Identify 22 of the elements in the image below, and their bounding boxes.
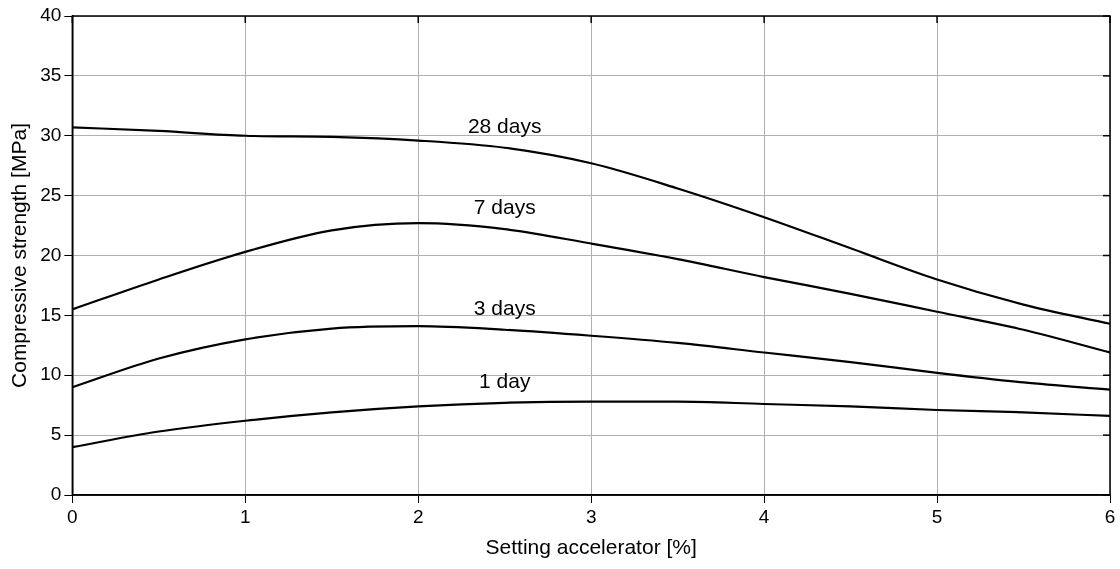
y-tick-label: 30 [40, 123, 62, 145]
x-tick-label: 0 [67, 505, 78, 527]
series-label: 3 days [473, 296, 536, 320]
y-tick-label: 40 [40, 4, 62, 26]
x-tick-label: 1 [239, 505, 251, 527]
y-tick-label: 35 [40, 64, 62, 86]
x-tick-label: 2 [412, 505, 424, 527]
x-tick-label: 6 [1104, 505, 1116, 527]
x-tick-label: 4 [758, 505, 770, 527]
y-tick-label: 10 [40, 363, 62, 385]
x-axis-title: Setting accelerator [%] [485, 535, 697, 559]
y-tick-label: 20 [40, 243, 62, 265]
series-label: 1 day [479, 369, 531, 393]
series-label: 7 days [473, 195, 536, 219]
series-label: 28 days [467, 114, 542, 138]
y-tick-label: 15 [40, 303, 62, 325]
y-tick-label: 25 [40, 183, 62, 205]
x-tick-label: 3 [585, 505, 597, 527]
x-tick-label: 5 [931, 505, 943, 527]
y-axis-title: Compressive strength [MPa] [7, 123, 31, 388]
y-tick-label: 5 [50, 423, 62, 445]
y-tick-label: 0 [50, 483, 62, 505]
